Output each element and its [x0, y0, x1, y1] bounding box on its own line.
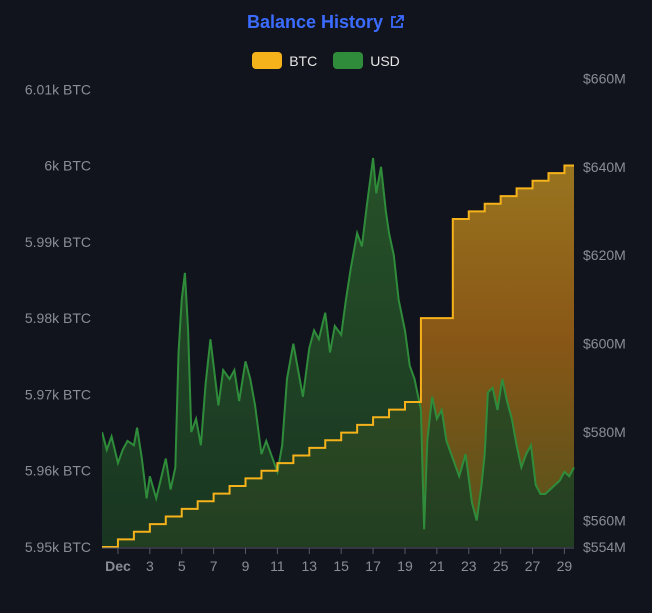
usd-line — [102, 157, 575, 530]
x-tick-label: 29 — [557, 558, 573, 574]
x-tick-label: 17 — [365, 558, 381, 574]
chart-title[interactable]: Balance History — [246, 11, 384, 32]
btc-line — [102, 164, 574, 548]
x-tick-label: 25 — [493, 558, 509, 574]
x-tick-label: 5 — [178, 558, 186, 574]
x-tick-label: 21 — [429, 558, 445, 574]
external-link-icon[interactable] — [389, 14, 405, 30]
chart-legend: BTC USD — [0, 52, 652, 69]
legend-item-usd[interactable]: USD — [333, 52, 400, 69]
legend-swatch-usd — [333, 52, 364, 69]
y-left-tick-label: 5.95k BTC — [25, 539, 91, 555]
y-left-tick-label: 5.96k BTC — [25, 463, 91, 479]
x-tick-label: 19 — [397, 558, 413, 574]
btc-area — [102, 165, 574, 547]
y-left-tick-label: 5.98k BTC — [25, 310, 91, 326]
chart-header: Balance History — [0, 8, 652, 36]
x-tick-label: 7 — [210, 558, 218, 574]
x-tick-label: 9 — [242, 558, 250, 574]
y-left-tick-label: 5.97k BTC — [25, 386, 91, 402]
legend-label-btc: BTC — [289, 52, 318, 69]
y-right-tick-label: $640M — [583, 159, 626, 175]
x-tick-label: Dec — [105, 558, 131, 574]
y-right-tick-label: $660M — [583, 70, 626, 86]
x-tick-label: 23 — [461, 558, 477, 574]
legend-swatch-btc — [252, 52, 283, 69]
legend-item-btc[interactable]: BTC — [252, 52, 317, 69]
x-tick-label: 27 — [525, 558, 541, 574]
y-right-tick-label: $580M — [583, 424, 626, 440]
x-tick-label: 3 — [146, 558, 154, 574]
y-right-tick-label: $554M — [583, 539, 626, 555]
y-left-tick-label: 6k BTC — [44, 158, 91, 174]
y-right-tick-label: $560M — [583, 512, 626, 528]
usd-area — [102, 157, 574, 547]
y-left-tick-label: 5.99k BTC — [25, 234, 91, 250]
y-right-tick-label: $620M — [583, 247, 626, 263]
y-left-tick-label: 6.01k BTC — [25, 81, 91, 97]
x-tick-label: 13 — [302, 558, 318, 574]
x-tick-label: 11 — [270, 558, 285, 574]
y-right-tick-label: $600M — [583, 336, 626, 352]
legend-label-usd: USD — [370, 52, 400, 69]
x-tick-label: 15 — [333, 558, 349, 574]
